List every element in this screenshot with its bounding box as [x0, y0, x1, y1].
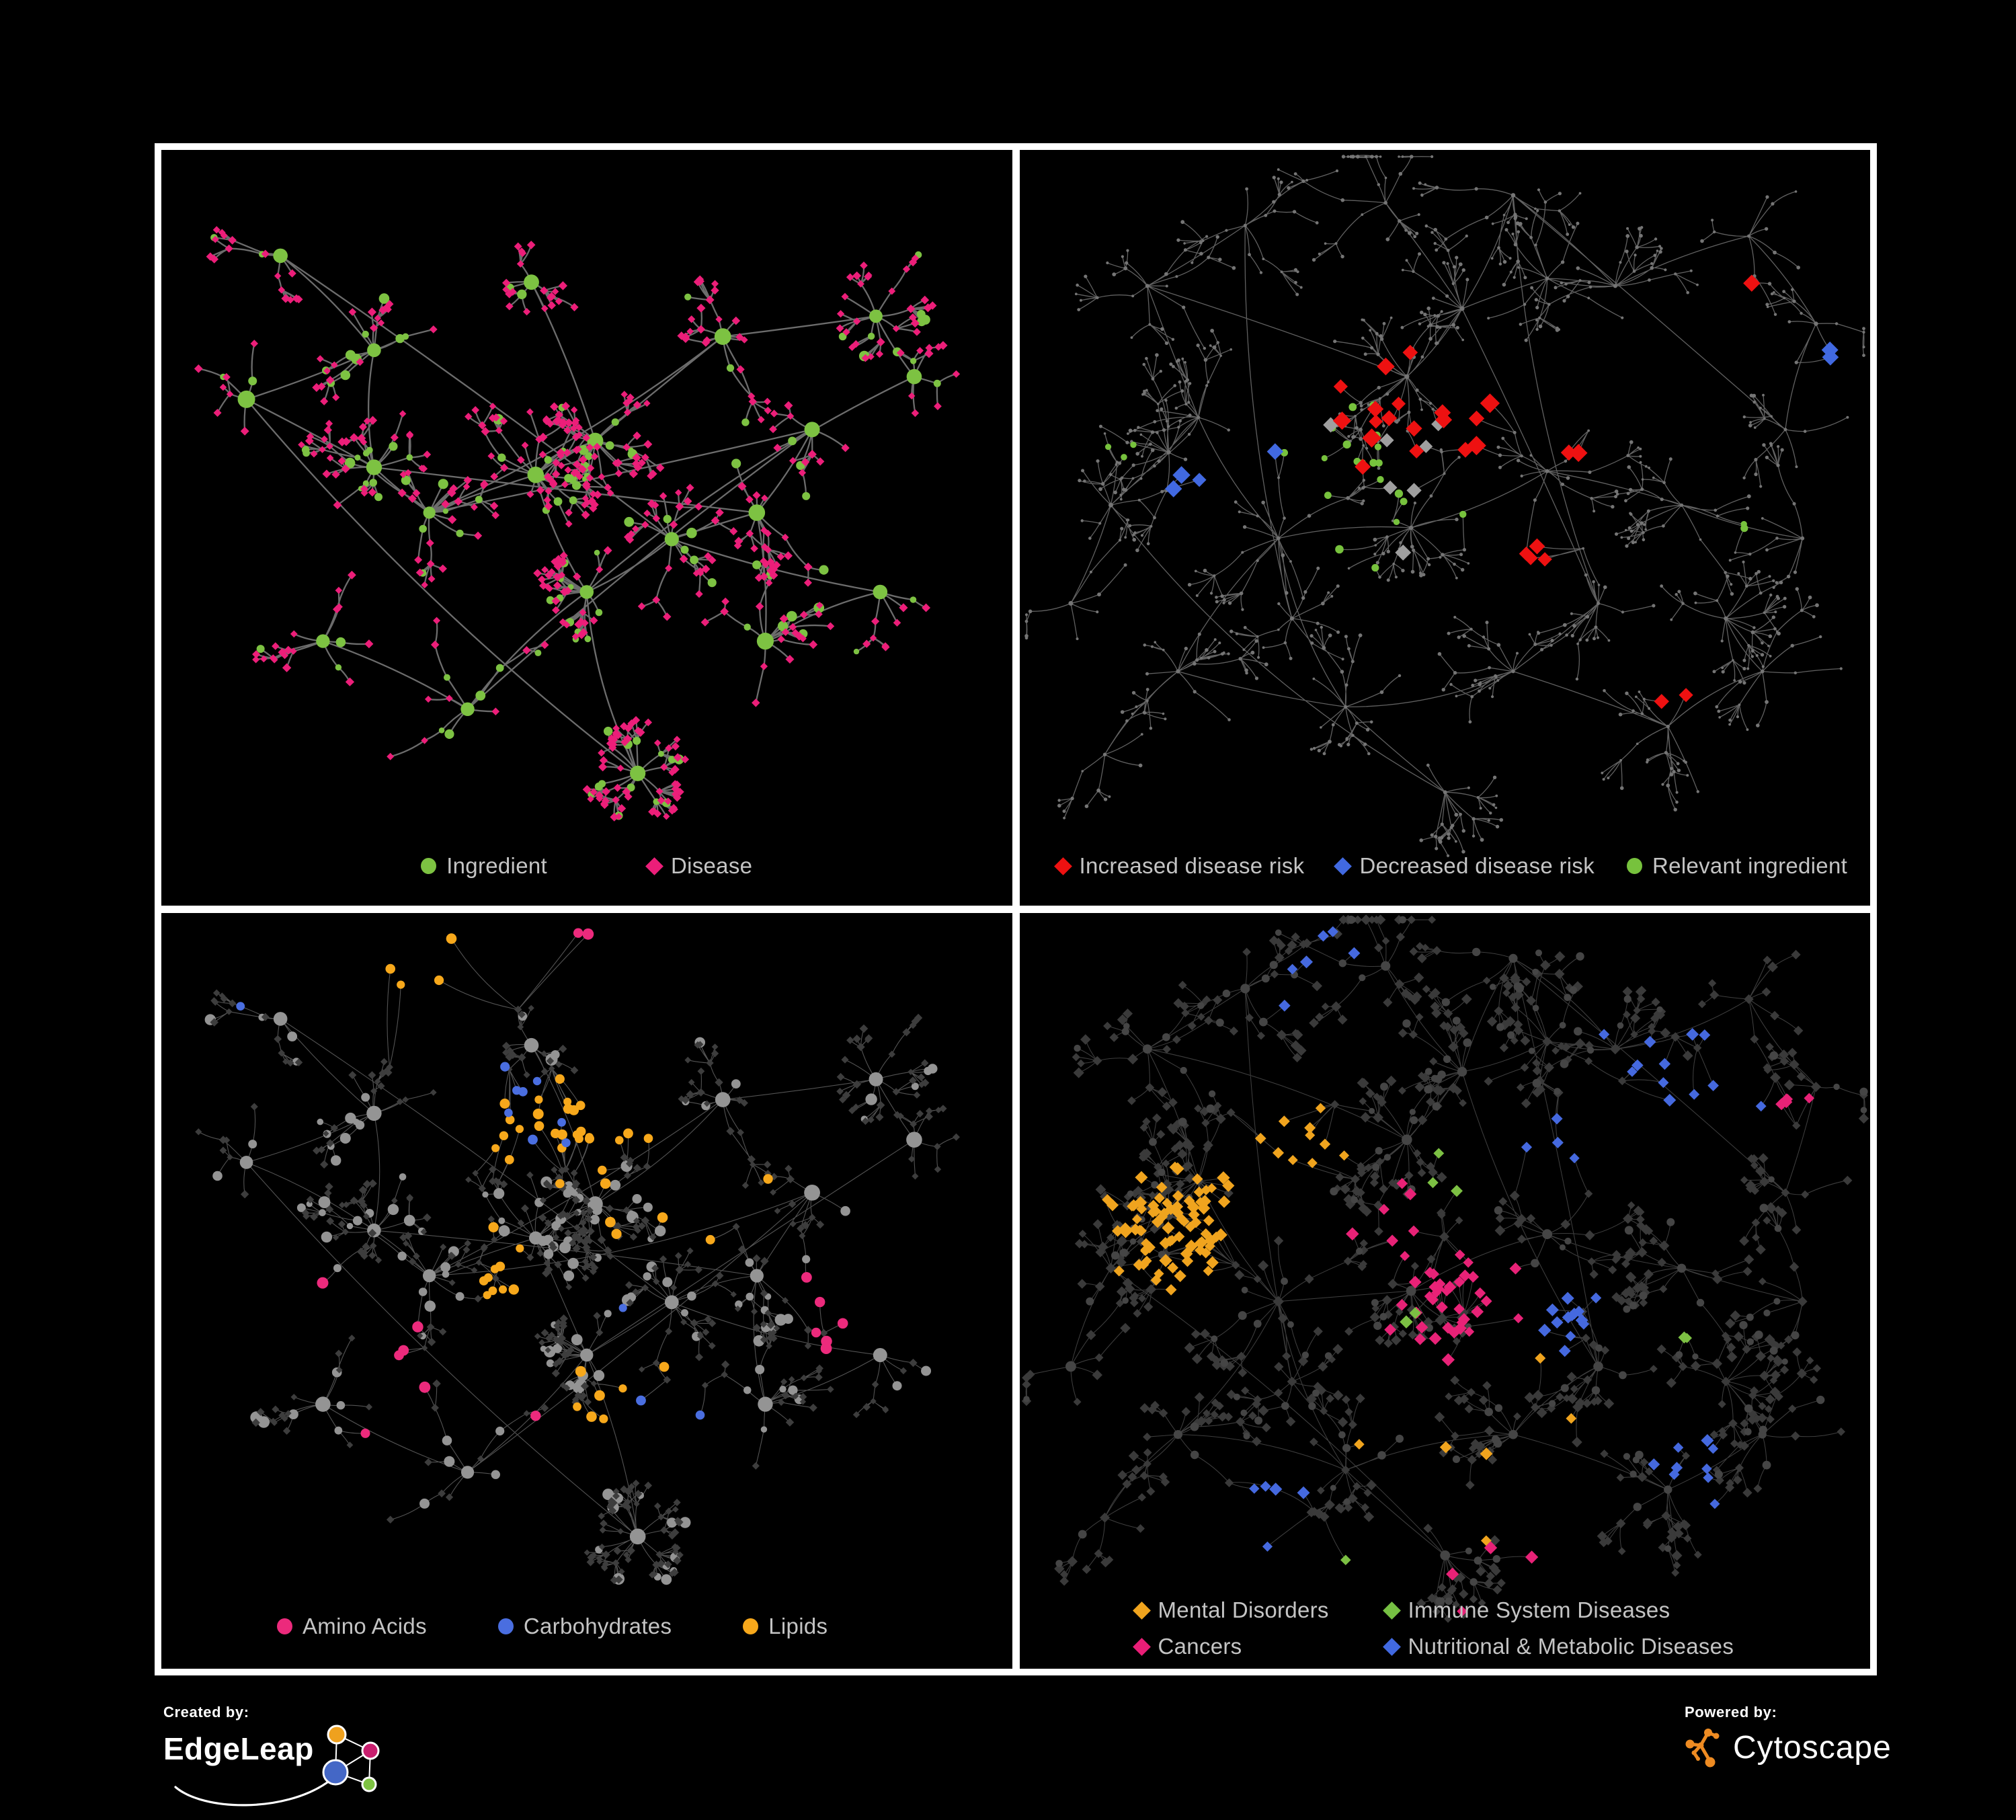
edgeleap-brand-row: EdgeLeap: [163, 1725, 405, 1807]
cytoscape-credit: Powered by:: [1685, 1704, 1892, 1768]
legend-item-nutritional-metabolic-diseases: Nutritional & Metabolic Diseases: [1382, 1634, 1871, 1659]
legend-item-cancers: Cancers: [1132, 1634, 1385, 1659]
panel-disease-risk: Increased disease risk Decreased disease …: [1019, 150, 1871, 906]
circle-swatch-carbohydrates: [497, 1618, 514, 1634]
circle-swatch-lipids: [743, 1618, 759, 1634]
created-by-label: Created by:: [163, 1704, 249, 1720]
legend-label-disease: Disease: [670, 853, 753, 878]
network-ingredient-disease: [194, 226, 961, 822]
legend-label-cancers: Cancers: [1158, 1634, 1242, 1659]
legend-item-ingredient: Ingredient: [421, 853, 547, 879]
edgeleap-credit: Created by: EdgeLeap: [163, 1704, 405, 1807]
diamond-swatch-disease: [645, 857, 663, 875]
powered-by-label: Powered by:: [1685, 1704, 1777, 1720]
legend-item-carbohydrates: Carbohydrates: [497, 1614, 672, 1639]
panel-disease-categories: Mental Disorders Immune System Diseases Ca…: [1019, 913, 1871, 1669]
diamond-swatch-mental-disorders: [1132, 1601, 1151, 1620]
cytoscape-wordmark: Cytoscape: [1733, 1729, 1892, 1766]
diamond-swatch-increased-disease-risk: [1053, 857, 1072, 875]
circle-swatch-relevant-ingredient: [1627, 858, 1643, 874]
legend-ingredient-disease: Ingredient Disease: [161, 853, 1012, 879]
legend-item-immune-system-diseases: Immune System Diseases: [1382, 1597, 1871, 1623]
legend-label-ingredient: Ingredient: [446, 853, 547, 878]
legend-label-nutritional-metabolic-diseases: Nutritional & Metabolic Diseases: [1408, 1634, 1734, 1659]
legend-item-lipids: Lipids: [743, 1614, 828, 1639]
circle-swatch-amino-acids: [277, 1618, 292, 1634]
diamond-swatch-nutritional-metabolic-diseases: [1382, 1637, 1401, 1656]
diamond-swatch-decreased-disease-risk: [1334, 857, 1353, 875]
legend-item-decreased-disease-risk: Decreased disease risk: [1334, 853, 1595, 879]
network-disease-categories: [1021, 914, 1869, 1623]
legend-item-disease: Disease: [645, 853, 753, 879]
cytoscape-logo-icon: [1685, 1729, 1720, 1768]
legend-disease-risk: Increased disease risk Decreased disease …: [1020, 853, 1871, 879]
legend-item-relevant-ingredient: Relevant ingredient: [1627, 853, 1847, 879]
legend-disease-categories: Mental Disorders Immune System Diseases Ca…: [1020, 1597, 1871, 1659]
circle-swatch-ingredient: [421, 858, 437, 874]
legend-label-decreased-disease-risk: Decreased disease risk: [1359, 853, 1595, 878]
legend-label-lipids: Lipids: [768, 1614, 828, 1638]
legend-label-increased-disease-risk: Increased disease risk: [1079, 853, 1305, 878]
legend-nutrients: Amino Acids Carbohydrates Lipids: [161, 1614, 1012, 1639]
legend-item-increased-disease-risk: Increased disease risk: [1053, 853, 1305, 879]
panel-ingredient-disease: Ingredient Disease: [161, 150, 1012, 906]
legend-label-carbohydrates: Carbohydrates: [523, 1614, 672, 1638]
network-nutrients: [195, 928, 960, 1585]
legend-label-immune-system-diseases: Immune System Diseases: [1408, 1597, 1670, 1622]
cytoscape-brand-row: Cytoscape: [1685, 1727, 1892, 1768]
legend-label-relevant-ingredient: Relevant ingredient: [1652, 853, 1848, 878]
diamond-swatch-cancers: [1132, 1637, 1151, 1656]
network-disease-risk: [1024, 155, 1865, 857]
diamond-swatch-immune-system-diseases: [1382, 1601, 1401, 1620]
edgeleap-wordmark: EdgeLeap: [163, 1731, 314, 1766]
legend-label-amino-acids: Amino Acids: [303, 1614, 427, 1638]
legend-item-amino-acids: Amino Acids: [277, 1614, 427, 1639]
panels-grid: Ingredient Disease Increased disease risk…: [155, 143, 1877, 1675]
legend-item-mental-disorders: Mental Disorders: [1132, 1597, 1385, 1623]
legend-label-mental-disorders: Mental Disorders: [1158, 1597, 1329, 1622]
panel-nutrients: Amino Acids Carbohydrates Lipids: [161, 913, 1012, 1669]
